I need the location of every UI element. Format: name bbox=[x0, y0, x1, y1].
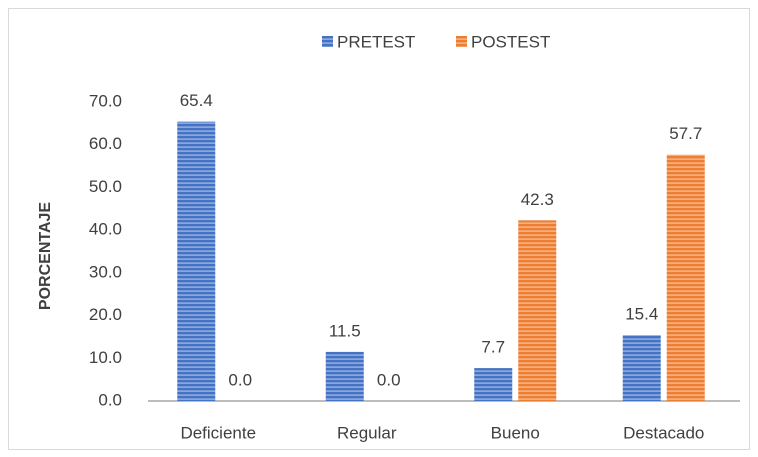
data-label: 57.7 bbox=[669, 124, 702, 143]
y-tick-label: 60.0 bbox=[89, 134, 122, 153]
bar bbox=[518, 220, 557, 401]
x-tick-label: Destacado bbox=[623, 423, 704, 442]
data-label: 7.7 bbox=[481, 338, 505, 357]
bar bbox=[325, 351, 364, 401]
y-tick-label: 0.0 bbox=[98, 390, 122, 409]
y-tick-label: 30.0 bbox=[89, 262, 122, 281]
legend-label: POSTEST bbox=[471, 32, 550, 51]
data-label: 42.3 bbox=[521, 190, 554, 209]
data-label: 65.4 bbox=[180, 91, 213, 110]
legend-swatch bbox=[322, 36, 333, 47]
y-tick-label: 50.0 bbox=[89, 177, 122, 196]
x-tick-label: Regular bbox=[337, 423, 397, 442]
y-tick-label: 40.0 bbox=[89, 220, 122, 239]
bar bbox=[474, 368, 513, 401]
legend-label: PRETEST bbox=[337, 32, 415, 51]
x-tick-label: Deficiente bbox=[180, 423, 256, 442]
x-tick-label: Bueno bbox=[491, 423, 540, 442]
data-label: 0.0 bbox=[377, 370, 401, 389]
y-tick-label: 70.0 bbox=[89, 91, 122, 110]
bar bbox=[666, 154, 705, 401]
data-label: 0.0 bbox=[228, 370, 252, 389]
data-label: 11.5 bbox=[329, 321, 361, 340]
legend-swatch bbox=[456, 36, 467, 47]
data-label: 15.4 bbox=[625, 305, 658, 324]
bar bbox=[622, 335, 661, 401]
y-tick-label: 10.0 bbox=[89, 348, 122, 367]
y-axis-label: PORCENTAJE bbox=[37, 202, 54, 310]
bar bbox=[177, 121, 216, 402]
y-tick-label: 20.0 bbox=[89, 305, 122, 324]
